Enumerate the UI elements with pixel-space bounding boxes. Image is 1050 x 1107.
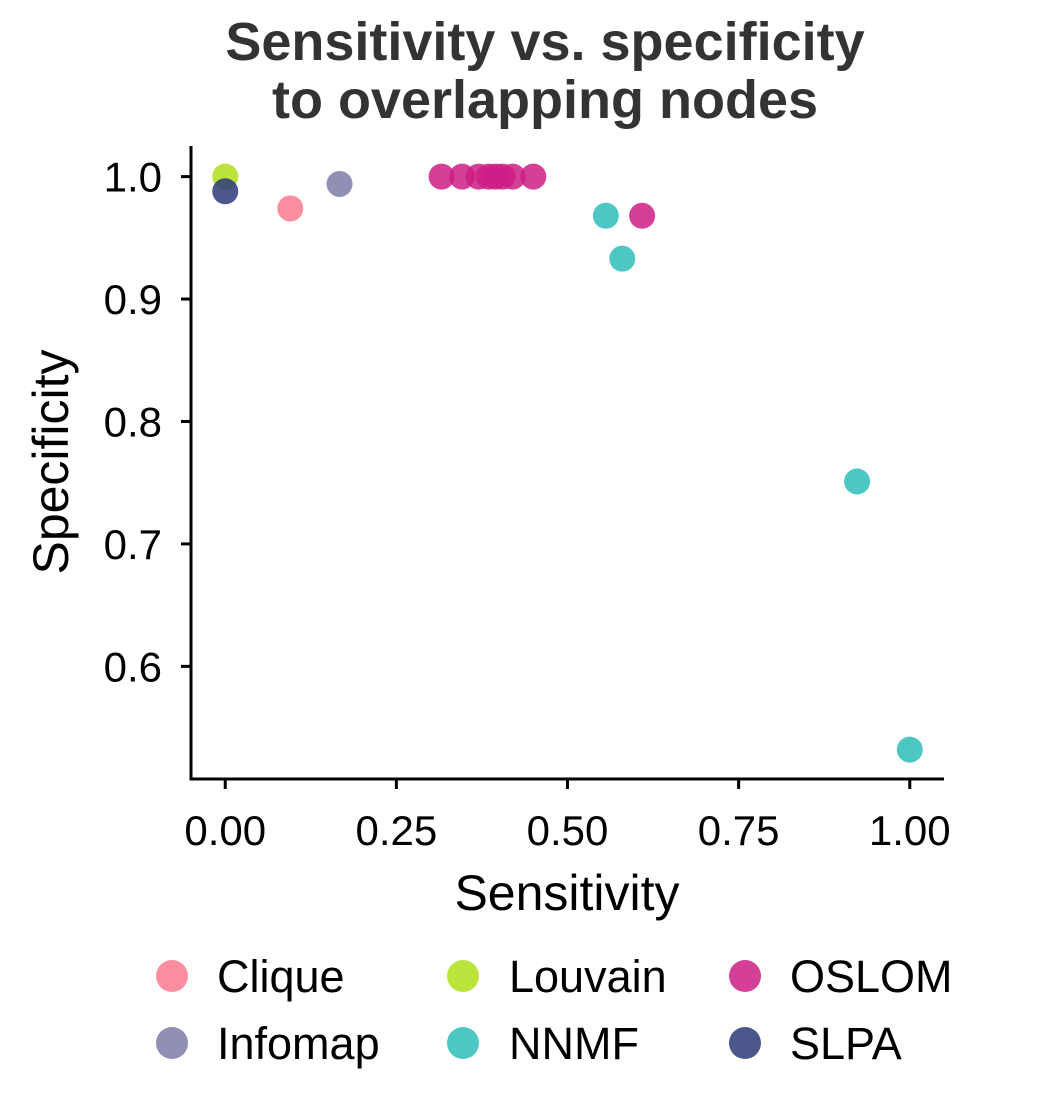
x-axis-ticks: 0.00 0.25 0.50 0.75 1.00 (184, 779, 951, 854)
legend-swatch-clique (156, 960, 188, 992)
legend-label-clique: Clique (217, 951, 345, 1002)
data-point-nnmf (896, 736, 923, 763)
y-tick-label: 0.8 (104, 398, 162, 445)
data-point-slpa (212, 178, 239, 205)
legend-label-nnmf: NNMF (509, 1018, 639, 1069)
data-point-oslom (499, 163, 526, 190)
x-tick-label: 0.25 (355, 807, 437, 854)
data-point-infomap (326, 170, 353, 197)
data-point-clique (277, 195, 304, 222)
x-tick-label: 0.75 (698, 807, 780, 854)
data-point-oslom (520, 163, 547, 190)
legend-swatch-infomap (156, 1027, 188, 1059)
legend-label-louvain: Louvain (509, 951, 667, 1002)
data-point-oslom (428, 163, 455, 190)
legend-label-infomap: Infomap (217, 1018, 380, 1069)
data-point-nnmf (844, 468, 871, 495)
legend-swatch-oslom (729, 960, 761, 992)
legend-swatch-louvain (447, 960, 479, 992)
data-points (212, 163, 923, 763)
legend: Clique Infomap Louvain NNMF OSLOM SLPA (156, 951, 953, 1069)
x-tick-label: 0.50 (527, 807, 609, 854)
y-tick-label: 0.7 (104, 521, 162, 568)
chart-title-line-1: Sensitivity vs. specificity (225, 12, 864, 72)
y-axis-ticks: 0.6 0.7 0.8 0.9 1.0 (104, 154, 191, 690)
legend-label-slpa: SLPA (790, 1018, 902, 1069)
legend-swatch-nnmf (447, 1027, 479, 1059)
y-tick-label: 1.0 (104, 154, 162, 201)
y-axis-title: Specificity (23, 349, 79, 574)
x-axis-title: Sensitivity (454, 865, 679, 921)
y-tick-label: 0.6 (104, 643, 162, 690)
data-point-oslom (629, 202, 656, 229)
x-tick-label: 0.00 (184, 807, 266, 854)
legend-swatch-slpa (729, 1027, 761, 1059)
x-tick-label: 1.00 (869, 807, 951, 854)
y-tick-label: 0.9 (104, 276, 162, 323)
chart-title-line-2: to overlapping nodes (272, 70, 818, 130)
legend-label-oslom: OSLOM (790, 951, 953, 1002)
data-point-nnmf (592, 202, 619, 229)
data-point-nnmf (609, 245, 636, 272)
